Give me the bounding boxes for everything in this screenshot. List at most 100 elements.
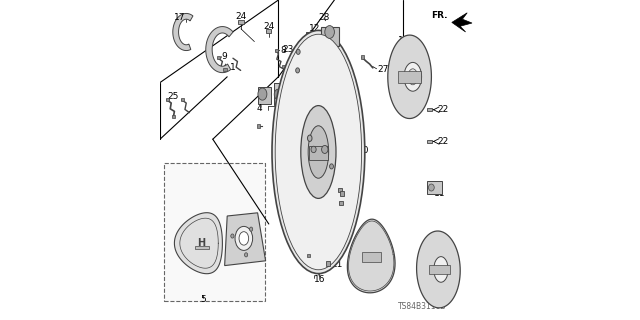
Text: 22: 22 <box>437 137 449 146</box>
FancyBboxPatch shape <box>181 98 184 101</box>
FancyBboxPatch shape <box>334 212 351 222</box>
Ellipse shape <box>258 88 267 100</box>
Ellipse shape <box>404 62 422 91</box>
FancyBboxPatch shape <box>362 252 381 262</box>
FancyBboxPatch shape <box>326 261 330 266</box>
FancyBboxPatch shape <box>195 246 209 249</box>
FancyBboxPatch shape <box>266 29 271 33</box>
FancyBboxPatch shape <box>330 179 335 183</box>
Ellipse shape <box>250 227 253 231</box>
FancyBboxPatch shape <box>166 98 169 101</box>
Ellipse shape <box>429 184 435 191</box>
Ellipse shape <box>324 26 335 38</box>
Text: 23: 23 <box>303 67 315 76</box>
FancyBboxPatch shape <box>257 124 260 128</box>
FancyBboxPatch shape <box>282 65 285 68</box>
Text: 20: 20 <box>321 128 332 137</box>
FancyBboxPatch shape <box>428 108 432 111</box>
Ellipse shape <box>408 69 418 85</box>
Polygon shape <box>348 219 395 293</box>
Text: 21: 21 <box>344 183 355 192</box>
Ellipse shape <box>235 227 253 251</box>
Ellipse shape <box>330 164 333 169</box>
FancyBboxPatch shape <box>275 49 278 52</box>
Polygon shape <box>173 13 193 51</box>
Text: 9: 9 <box>221 52 227 60</box>
FancyBboxPatch shape <box>321 161 324 164</box>
Text: 15: 15 <box>433 289 445 298</box>
FancyBboxPatch shape <box>239 20 244 24</box>
Ellipse shape <box>275 89 282 100</box>
Text: 26: 26 <box>364 284 375 292</box>
Text: 19: 19 <box>300 102 310 111</box>
Text: 14: 14 <box>397 36 409 44</box>
Polygon shape <box>206 27 233 73</box>
Text: 6: 6 <box>296 78 302 87</box>
Text: 27: 27 <box>378 65 389 74</box>
Text: TS84B3110B: TS84B3110B <box>398 302 447 311</box>
FancyBboxPatch shape <box>217 56 220 59</box>
Ellipse shape <box>296 49 300 54</box>
Text: 3: 3 <box>340 227 346 236</box>
Text: 17: 17 <box>174 13 186 22</box>
Text: 10: 10 <box>358 146 370 155</box>
Text: 2: 2 <box>346 212 352 221</box>
Text: 4: 4 <box>257 104 262 113</box>
Text: 18: 18 <box>291 86 301 95</box>
Text: H: H <box>198 238 205 248</box>
Polygon shape <box>322 221 346 229</box>
Text: 11: 11 <box>434 189 445 198</box>
Text: 24: 24 <box>236 12 246 21</box>
FancyBboxPatch shape <box>339 201 343 205</box>
FancyBboxPatch shape <box>258 87 271 104</box>
Text: 28: 28 <box>318 13 330 22</box>
FancyBboxPatch shape <box>338 188 342 192</box>
Text: 22: 22 <box>437 105 449 114</box>
Text: 24: 24 <box>263 22 275 31</box>
Polygon shape <box>417 231 460 308</box>
Text: 12: 12 <box>308 24 320 33</box>
Text: 7: 7 <box>332 166 337 175</box>
FancyBboxPatch shape <box>172 115 175 118</box>
Text: 16: 16 <box>314 275 326 284</box>
Text: 8: 8 <box>280 46 286 55</box>
Ellipse shape <box>275 34 362 270</box>
Text: 13: 13 <box>345 198 356 207</box>
FancyBboxPatch shape <box>429 265 450 274</box>
Text: FR.: FR. <box>431 11 448 20</box>
Text: 23: 23 <box>335 163 346 172</box>
Text: 24: 24 <box>333 172 345 180</box>
FancyBboxPatch shape <box>398 71 421 83</box>
Ellipse shape <box>244 253 248 257</box>
FancyBboxPatch shape <box>274 83 289 105</box>
Ellipse shape <box>296 68 300 73</box>
Text: 1: 1 <box>230 63 236 72</box>
FancyBboxPatch shape <box>308 146 328 160</box>
FancyBboxPatch shape <box>361 55 364 59</box>
Ellipse shape <box>434 257 448 282</box>
FancyBboxPatch shape <box>306 32 317 50</box>
Ellipse shape <box>239 232 249 245</box>
Ellipse shape <box>322 145 328 154</box>
Text: 5: 5 <box>200 295 206 304</box>
Ellipse shape <box>272 30 365 274</box>
Polygon shape <box>225 213 266 266</box>
Text: 23: 23 <box>282 45 294 54</box>
Polygon shape <box>175 213 223 274</box>
FancyBboxPatch shape <box>164 163 265 301</box>
FancyBboxPatch shape <box>428 140 432 143</box>
Polygon shape <box>388 35 431 118</box>
FancyBboxPatch shape <box>321 27 339 46</box>
FancyBboxPatch shape <box>223 68 227 71</box>
Ellipse shape <box>307 135 312 141</box>
FancyBboxPatch shape <box>307 254 310 257</box>
Ellipse shape <box>231 234 234 238</box>
Ellipse shape <box>311 146 316 153</box>
Text: 21: 21 <box>332 260 342 269</box>
Ellipse shape <box>301 106 336 198</box>
Text: 25: 25 <box>167 92 179 100</box>
FancyBboxPatch shape <box>428 181 442 194</box>
FancyBboxPatch shape <box>340 191 344 196</box>
Polygon shape <box>452 13 472 32</box>
Ellipse shape <box>308 126 329 178</box>
